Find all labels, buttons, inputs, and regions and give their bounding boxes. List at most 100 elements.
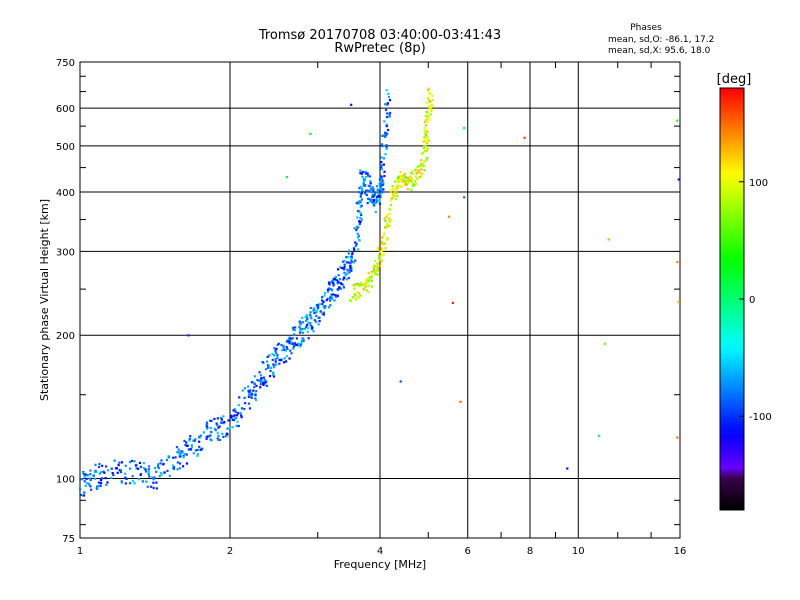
data-point [179,450,183,453]
data-point [307,337,310,340]
data-point [315,320,318,323]
data-point [241,389,244,392]
data-point [332,283,336,286]
data-point [174,456,177,459]
data-point [365,289,368,292]
data-point [329,281,332,284]
data-point [339,265,342,269]
data-point [356,225,359,228]
chart-title-line1: Tromsø 20170708 03:40:00-03:41:43 [258,28,501,43]
x-tick-label: 10 [572,546,585,557]
plot-area: 1 2 4 6 8 10 16 75 100 200 300 400 500 600 750 [56,58,686,557]
data-point [254,392,257,395]
data-point [250,392,253,395]
y-tick-label: 300 [56,247,75,258]
data-point [145,470,148,473]
data-point [268,374,272,378]
data-point [329,299,332,302]
data-point [389,111,392,115]
y-tick-label: 75 [62,534,75,545]
data-point [372,189,375,192]
data-point [425,124,428,127]
data-point [337,281,340,285]
data-point [317,323,320,326]
data-point [385,115,389,119]
data-point [142,466,145,470]
stray-points [183,103,680,470]
data-point [171,464,175,467]
data-point [309,311,312,314]
data-point [331,296,334,299]
data-point [383,217,386,220]
data-point [349,299,352,303]
data-point [379,180,383,183]
data-point [185,441,188,444]
data-point [426,116,429,119]
data-point [382,181,385,184]
data-point [254,394,257,397]
data-point [353,287,356,291]
x-tick-label: 2 [227,546,233,557]
data-point [375,185,379,188]
data-point [357,234,360,237]
data-point [391,195,395,198]
data-point [388,114,391,117]
data-point [380,192,383,195]
data-point [397,186,400,189]
data-point [233,409,237,412]
data-point [192,439,195,442]
data-point [141,480,144,483]
data-point [227,419,230,422]
data-point [355,228,358,232]
data-point [451,301,455,304]
data-point [379,264,383,267]
data-point [426,130,429,133]
data-point [267,366,270,369]
data-point [378,202,382,206]
data-point [523,136,526,139]
data-point [319,303,322,306]
data-point [393,180,397,183]
data-point [411,182,415,185]
data-point [128,467,132,470]
data-point [463,127,466,130]
data-point [358,292,361,295]
data-point [272,363,275,366]
data-point [110,467,114,470]
data-point [104,465,108,468]
data-point [411,172,414,175]
data-point [372,267,376,271]
data-point [94,463,97,466]
data-point [172,456,175,459]
data-point [380,164,383,167]
data-point [322,313,326,316]
data-point [676,436,679,439]
data-point [360,281,363,284]
data-point [165,458,169,461]
data-point [213,427,216,430]
data-point [426,120,429,123]
data-point [380,190,384,193]
data-point [383,157,386,160]
data-point [97,484,100,488]
data-point [354,259,357,262]
data-point [385,124,388,128]
data-point [266,360,269,363]
data-point [324,305,327,308]
data-point [300,340,304,343]
data-point [354,294,357,297]
data-point [370,279,374,282]
data-point [133,460,136,463]
data-point [383,120,386,123]
data-point [420,159,423,162]
data-point [380,143,384,146]
data-point [363,178,366,181]
data-point [381,260,384,263]
data-point [83,480,86,483]
data-point [405,182,408,185]
data-point [133,482,136,485]
data-point [236,412,240,415]
data-point [423,140,426,143]
data-point [83,473,86,476]
